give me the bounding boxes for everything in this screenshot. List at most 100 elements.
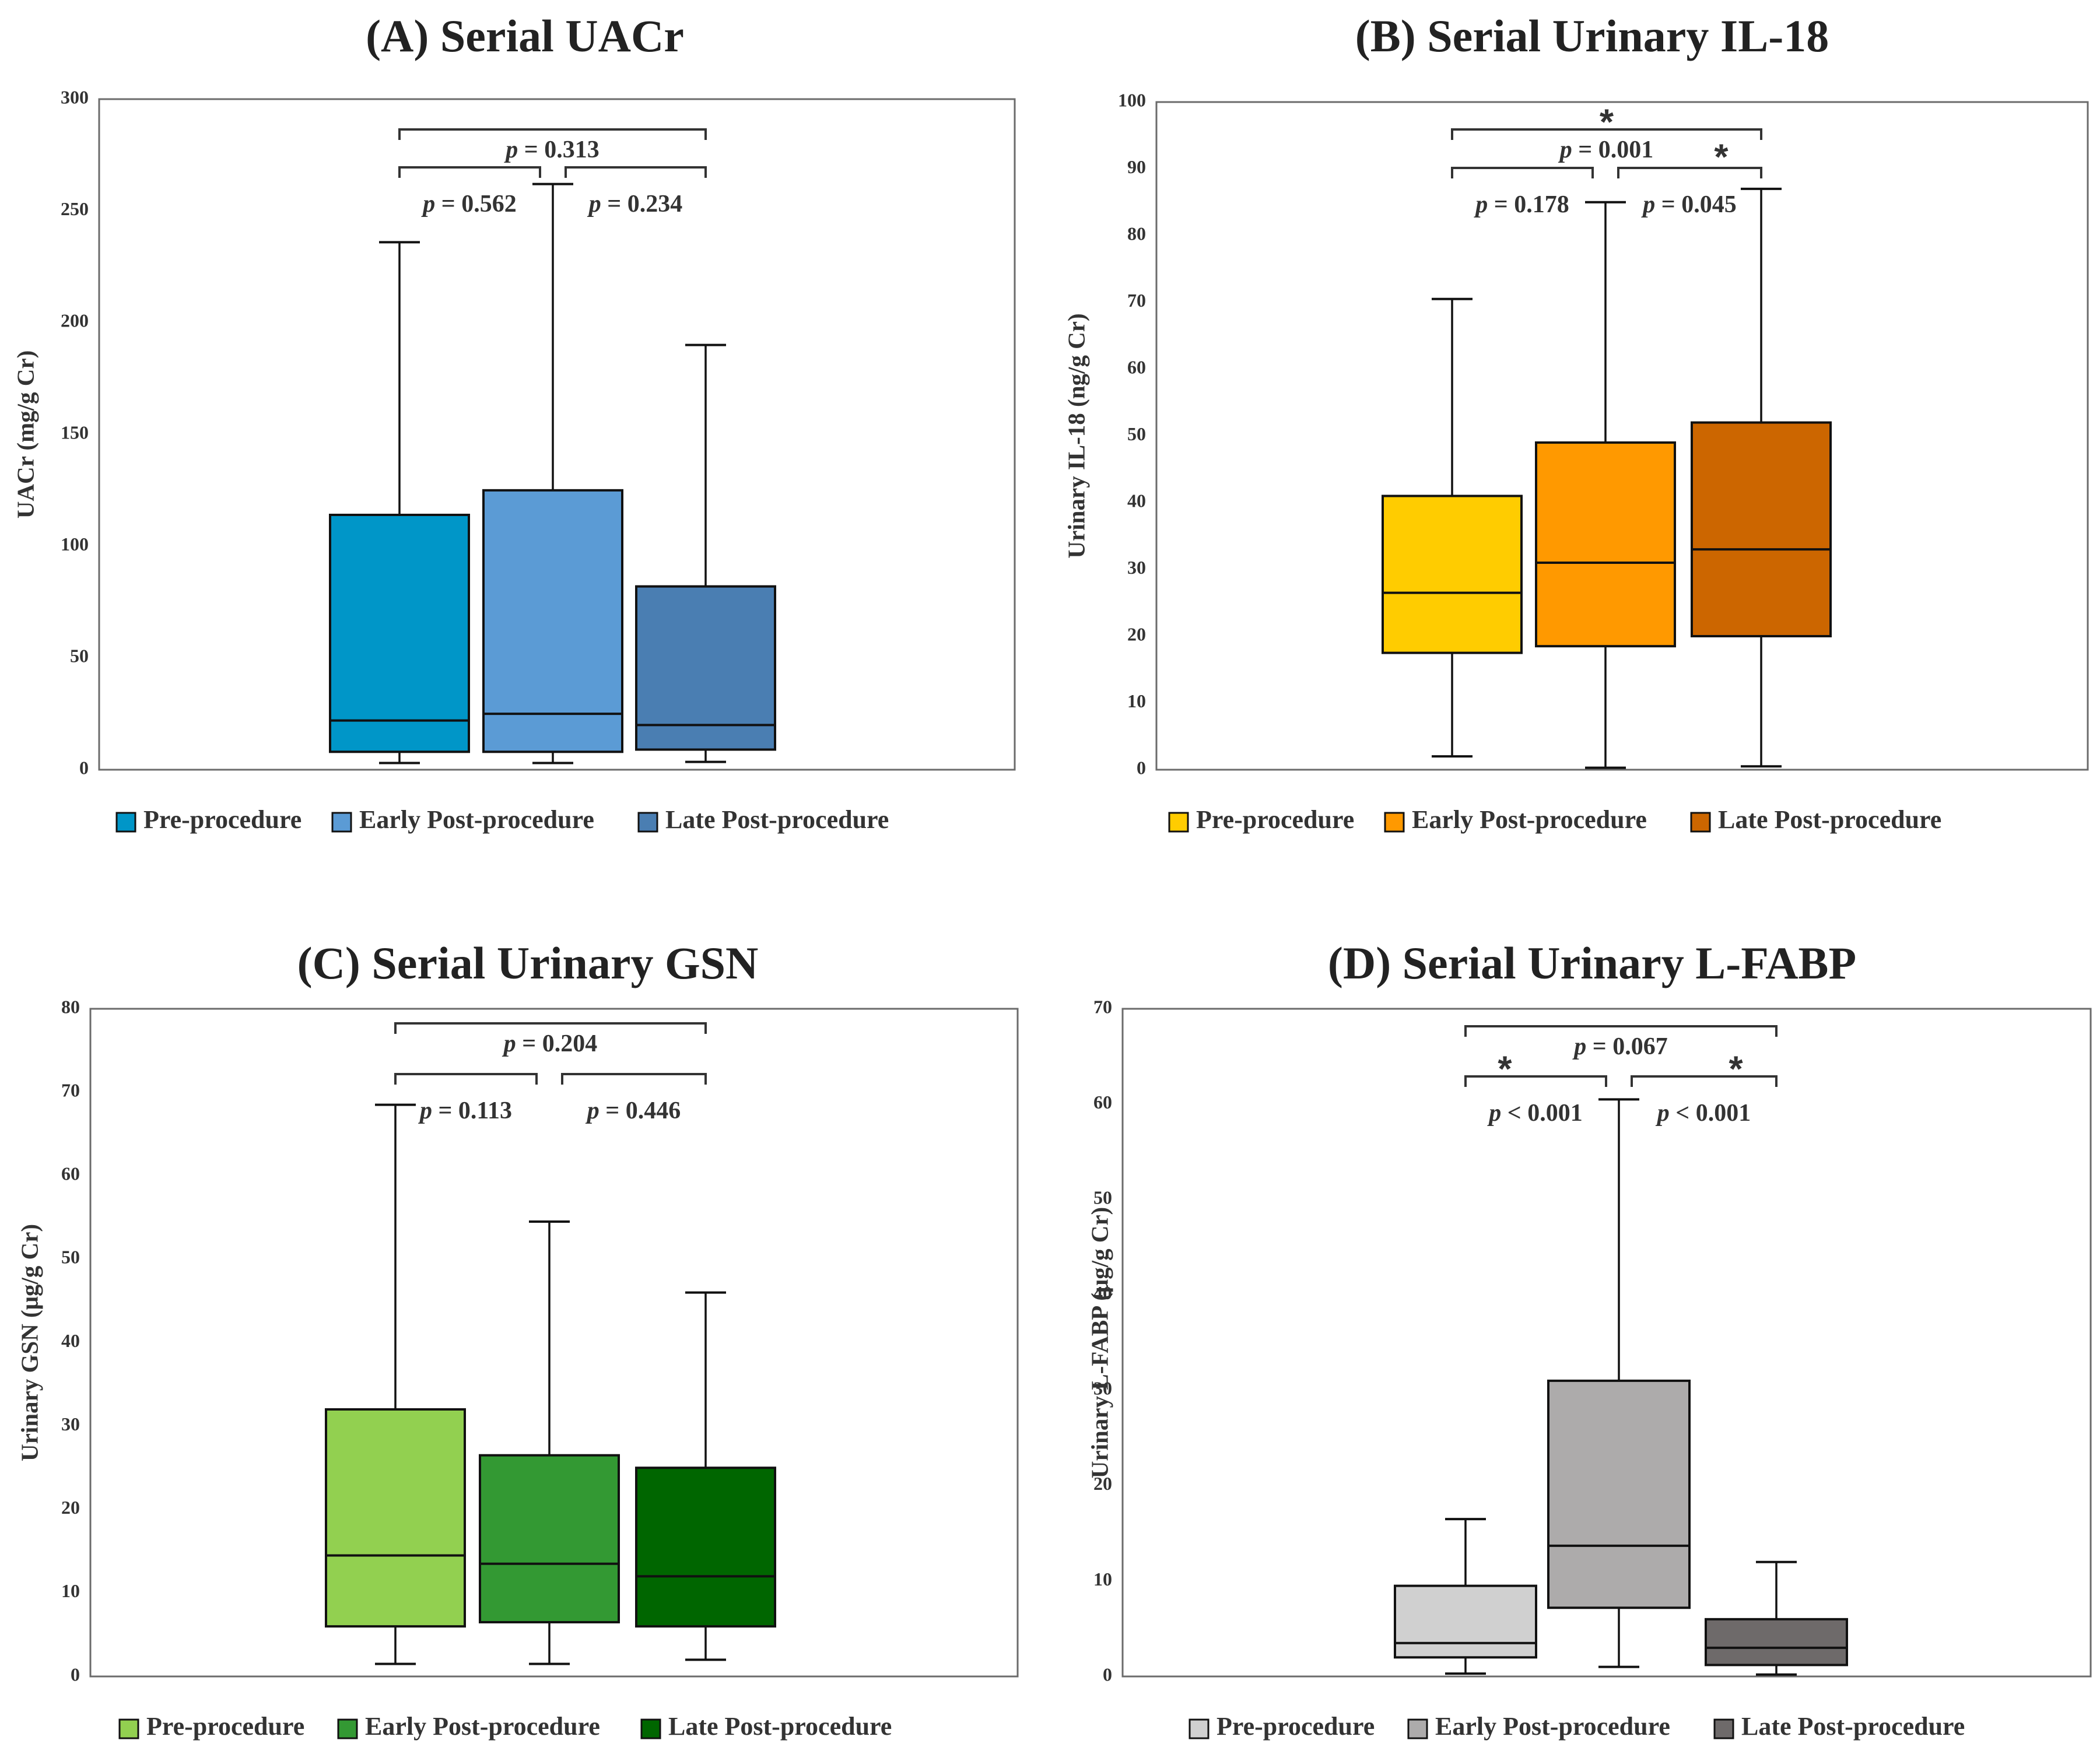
y-tick-label: 80 bbox=[1127, 223, 1146, 244]
box-iqr bbox=[329, 514, 470, 753]
legend-label: Late Post-procedure bbox=[1741, 1712, 1965, 1741]
plot-frame bbox=[1121, 1008, 2092, 1678]
p-value-label: p = 0.067 bbox=[1572, 1033, 1667, 1060]
bracket-line bbox=[394, 1073, 538, 1085]
y-tick-label: 40 bbox=[1093, 1282, 1112, 1303]
box-1 bbox=[329, 241, 470, 764]
bracket-line bbox=[1451, 128, 1762, 140]
y-tick-label: 150 bbox=[61, 422, 89, 443]
box-iqr bbox=[1705, 1618, 1848, 1667]
legend-label: Early Post-procedure bbox=[1435, 1712, 1670, 1741]
panel-title: (C) Serial Urinary GSN bbox=[297, 938, 759, 988]
legend-swatch bbox=[1713, 1718, 1734, 1739]
legend-swatch bbox=[637, 812, 658, 833]
y-tick-label: 60 bbox=[1093, 1092, 1112, 1113]
legend-label: Early Post-procedure bbox=[359, 805, 594, 834]
significance-star: * bbox=[1498, 1049, 1512, 1089]
significance-star: * bbox=[1714, 137, 1729, 177]
y-tick-label: 40 bbox=[61, 1330, 80, 1351]
legend-swatch bbox=[1189, 1718, 1209, 1739]
significance-bracket: p = 0.313 bbox=[398, 128, 707, 163]
significance-bracket: p = 0.067 bbox=[1464, 1025, 1778, 1060]
significance-star: * bbox=[1729, 1049, 1743, 1089]
y-tick-label: 30 bbox=[1127, 557, 1146, 578]
plot-frame bbox=[89, 1008, 1019, 1678]
panel-a: (A) Serial UACr 0 50 100 150 200 250 300 UACr (m… bbox=[12, 10, 1016, 834]
p-value-label: p = 0.562 bbox=[421, 191, 516, 218]
y-tick-label: 20 bbox=[1093, 1473, 1112, 1494]
legend-swatch bbox=[115, 812, 136, 833]
y-tick-label: 60 bbox=[61, 1163, 80, 1184]
y-tick-label: 20 bbox=[61, 1497, 80, 1518]
box-iqr bbox=[1691, 421, 1832, 637]
y-tick-label: 100 bbox=[61, 534, 89, 555]
y-tick-label: 10 bbox=[1127, 690, 1146, 711]
p-value-label: p = 0.001 bbox=[1558, 136, 1653, 163]
y-tick-label: 50 bbox=[61, 1247, 80, 1268]
y-tick-label: 70 bbox=[1127, 290, 1146, 311]
significance-bracket: p < 0.001 * bbox=[1464, 1049, 1607, 1127]
significance-star: * bbox=[1600, 102, 1614, 142]
legend-label: Pre-procedure bbox=[1196, 805, 1354, 834]
y-tick-label: 90 bbox=[1127, 156, 1146, 177]
significance-bracket: p = 0.001* bbox=[1451, 102, 1762, 163]
p-value-label: p = 0.204 bbox=[502, 1030, 597, 1057]
y-tick-label: 0 bbox=[1137, 757, 1146, 778]
box-1 bbox=[1394, 1518, 1537, 1675]
y-tick-label: 80 bbox=[61, 996, 80, 1017]
y-tick-label: 20 bbox=[1127, 623, 1146, 644]
bracket-line bbox=[394, 1022, 707, 1034]
p-value-label: p = 0.234 bbox=[587, 191, 682, 218]
legend-swatch bbox=[118, 1718, 139, 1739]
panel-title: (A) Serial UACr bbox=[366, 10, 684, 61]
significance-bracket: p = 0.045 * bbox=[1617, 137, 1762, 218]
significance-bracket: p = 0.113 bbox=[394, 1073, 538, 1124]
y-tick-label: 0 bbox=[71, 1664, 80, 1685]
y-axis-label: Urinary L-FABP (μg/g Cr) bbox=[1086, 1207, 1113, 1478]
y-axis-label: Urinary GSN (μg/g Cr) bbox=[16, 1224, 43, 1461]
legend-label: Early Post-procedure bbox=[1412, 805, 1647, 834]
box-3 bbox=[1691, 187, 1832, 768]
p-value-label: p = 0.446 bbox=[586, 1097, 681, 1124]
bracket-line bbox=[398, 128, 707, 140]
legend-swatch bbox=[640, 1718, 661, 1739]
y-tick-label: 0 bbox=[79, 757, 89, 778]
legend-swatch bbox=[1168, 812, 1189, 833]
legend-label: Pre-procedure bbox=[1216, 1712, 1375, 1741]
y-tick-label: 250 bbox=[61, 198, 89, 219]
legend-label: Late Post-procedure bbox=[665, 805, 889, 834]
significance-bracket: p = 0.562 bbox=[398, 166, 541, 218]
y-tick-label: 60 bbox=[1127, 356, 1146, 377]
panel-b: (B) Serial Urinary IL-18 0 10 20 30 40 50 60 70 8… bbox=[1063, 10, 2089, 834]
legend-swatch bbox=[337, 1718, 358, 1739]
y-tick-label: 100 bbox=[1118, 89, 1146, 110]
significance-bracket: p = 0.234 bbox=[565, 166, 707, 218]
legend-label: Early Post-procedure bbox=[365, 1712, 600, 1741]
p-value-label: p = 0.113 bbox=[418, 1097, 512, 1124]
y-tick-label: 50 bbox=[70, 646, 89, 666]
legend-label: Pre-procedure bbox=[143, 805, 301, 834]
bracket-line bbox=[1617, 167, 1762, 178]
box-1 bbox=[1382, 297, 1523, 758]
y-tick-label: 40 bbox=[1127, 490, 1146, 511]
y-tick-label: 200 bbox=[61, 310, 89, 331]
box-iqr bbox=[325, 1408, 466, 1628]
box-3 bbox=[635, 1291, 776, 1661]
y-tick-label: 30 bbox=[61, 1413, 80, 1434]
box-iqr bbox=[482, 489, 623, 753]
bracket-line bbox=[1451, 167, 1594, 178]
box-iqr bbox=[635, 1467, 776, 1628]
significance-bracket: p = 0.204 bbox=[394, 1022, 707, 1057]
legend-label: Late Post-procedure bbox=[668, 1712, 892, 1741]
legend-swatch bbox=[331, 812, 352, 833]
legend-swatch bbox=[1384, 812, 1405, 833]
p-value-label: p = 0.178 bbox=[1474, 191, 1569, 218]
box-2 bbox=[482, 183, 623, 764]
bracket-line bbox=[565, 166, 707, 178]
box-iqr bbox=[1547, 1379, 1691, 1609]
box-2 bbox=[479, 1220, 620, 1665]
p-value-label: p = 0.045 bbox=[1641, 191, 1736, 218]
y-tick-label: 70 bbox=[61, 1079, 80, 1100]
legend-swatch bbox=[1407, 1718, 1428, 1739]
